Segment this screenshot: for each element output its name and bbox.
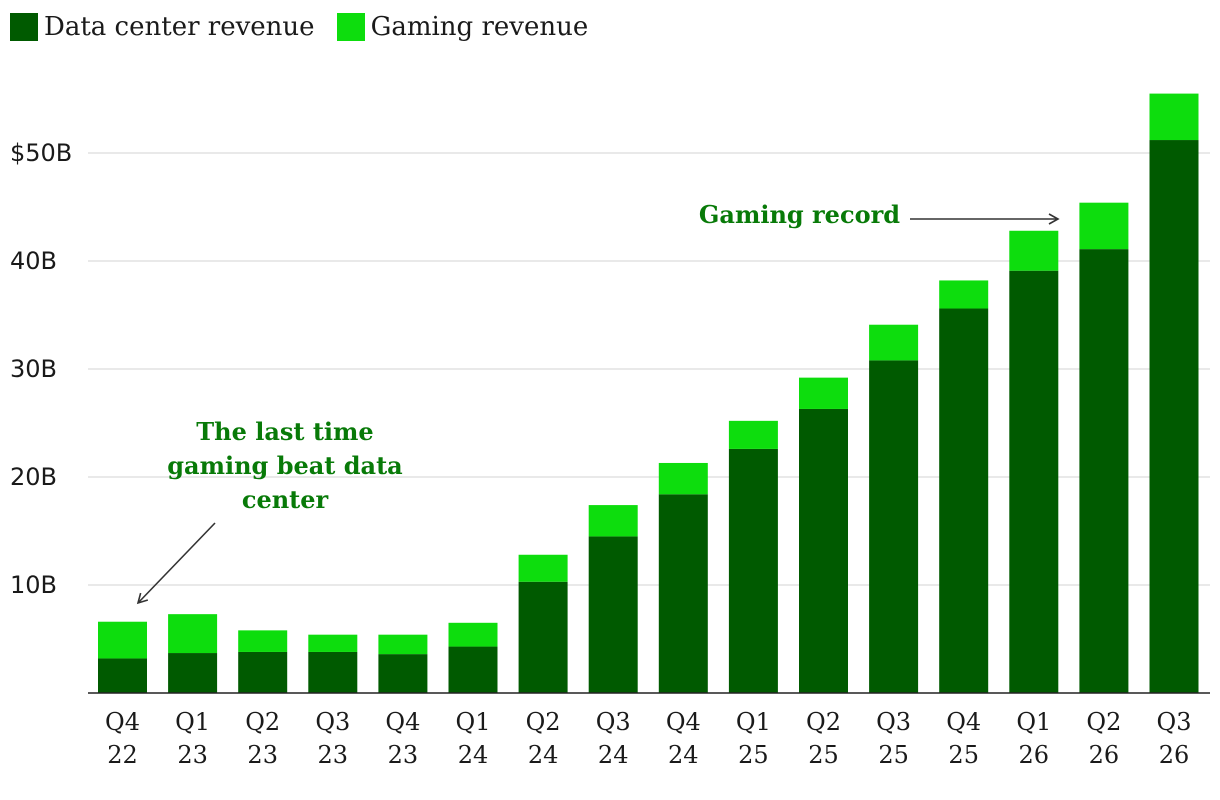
x-tick-label: Q3 23	[315, 708, 350, 769]
legend-label-data-center: Data center revenue	[44, 12, 315, 42]
bar-gaming-14	[1079, 202, 1129, 250]
y-tick-label: 10B	[10, 571, 57, 599]
x-tick-label: Q2 23	[245, 708, 280, 769]
legend-swatch-data-center	[10, 13, 38, 41]
arrow-last-time	[136, 522, 216, 605]
bar-data-center-10	[799, 408, 848, 693]
legend: Data center revenue Gaming revenue	[10, 12, 610, 42]
bar-data-center-15	[1149, 140, 1199, 694]
x-tick-label: Q2 26	[1086, 708, 1121, 769]
bar-data-center-0	[98, 658, 147, 693]
y-tick-label: 40B	[10, 247, 57, 275]
bar-data-center-6	[518, 581, 568, 693]
bar-gaming-11	[869, 324, 919, 361]
x-tick-label: Q1 23	[175, 708, 210, 769]
bar-gaming-6	[518, 554, 568, 582]
y-tick-label: 20B	[10, 463, 57, 491]
y-axis-ticks: 10B 20B 30B 40B $50B	[10, 139, 72, 599]
bar-gaming-5	[448, 622, 498, 647]
legend-swatch-gaming	[336, 13, 365, 41]
bar-gaming-12	[939, 280, 989, 309]
bar-data-center-1	[168, 653, 218, 693]
bar-data-center-14	[1079, 249, 1129, 693]
x-tick-label: Q3 24	[596, 708, 631, 769]
gaming-record-annotation: Gaming record	[699, 200, 900, 229]
bar-data-center-4	[378, 654, 428, 693]
bar-data-center-11	[869, 360, 919, 693]
last-time-annotation: The last time gaming beat data center	[167, 417, 402, 514]
bar-data-center-12	[939, 308, 989, 693]
legend-item-data-center: Data center revenue	[10, 12, 315, 42]
bar-gaming-8	[658, 462, 708, 495]
x-tick-label: Q4 25	[946, 708, 981, 769]
bar-data-center-7	[588, 536, 638, 693]
bar-gaming-0	[98, 621, 147, 659]
legend-item-gaming: Gaming revenue	[336, 12, 589, 42]
bar-data-center-5	[448, 646, 498, 693]
x-tick-label: Q1 24	[456, 708, 491, 769]
x-tick-label: Q4 23	[385, 708, 420, 769]
bar-gaming-15	[1149, 93, 1199, 141]
bar-gaming-2	[238, 630, 288, 652]
bar-gaming-10	[799, 377, 848, 409]
bar-data-center-9	[728, 448, 778, 693]
x-tick-label: Q2 24	[526, 708, 561, 769]
bar-data-center-2	[238, 651, 288, 693]
bar-data-center-13	[1009, 270, 1059, 693]
bar-data-center-8	[658, 494, 708, 693]
bar-gaming-7	[588, 505, 638, 537]
x-tick-label: Q1 25	[736, 708, 771, 769]
bar-gaming-4	[378, 634, 428, 655]
x-tick-label: Q3 25	[876, 708, 911, 769]
bar-gaming-1	[168, 614, 218, 654]
bar-gaming-13	[1009, 230, 1059, 271]
x-tick-label: Q4 22	[105, 708, 140, 769]
bar-gaming-3	[308, 634, 358, 652]
x-axis-ticks: Q4 22 Q1 23 Q2 23 Q3 23 Q4 23 Q1 24 Q2 24 Q3 24 Q4 24 Q1 25…	[105, 708, 1191, 769]
y-tick-label: 30B	[10, 355, 57, 383]
annotations: The last time gaming beat data center Gamin…	[136, 200, 1060, 605]
y-tick-label: $50B	[10, 139, 72, 167]
legend-label-gaming: Gaming revenue	[370, 12, 589, 42]
x-tick-label: Q1 26	[1016, 708, 1051, 769]
x-tick-label: Q2 25	[806, 708, 841, 769]
x-tick-label: Q4 24	[666, 708, 701, 769]
x-tick-label: Q3 26	[1157, 708, 1192, 769]
bars	[98, 93, 1199, 694]
bar-data-center-3	[308, 651, 358, 693]
bar-gaming-9	[728, 420, 778, 449]
